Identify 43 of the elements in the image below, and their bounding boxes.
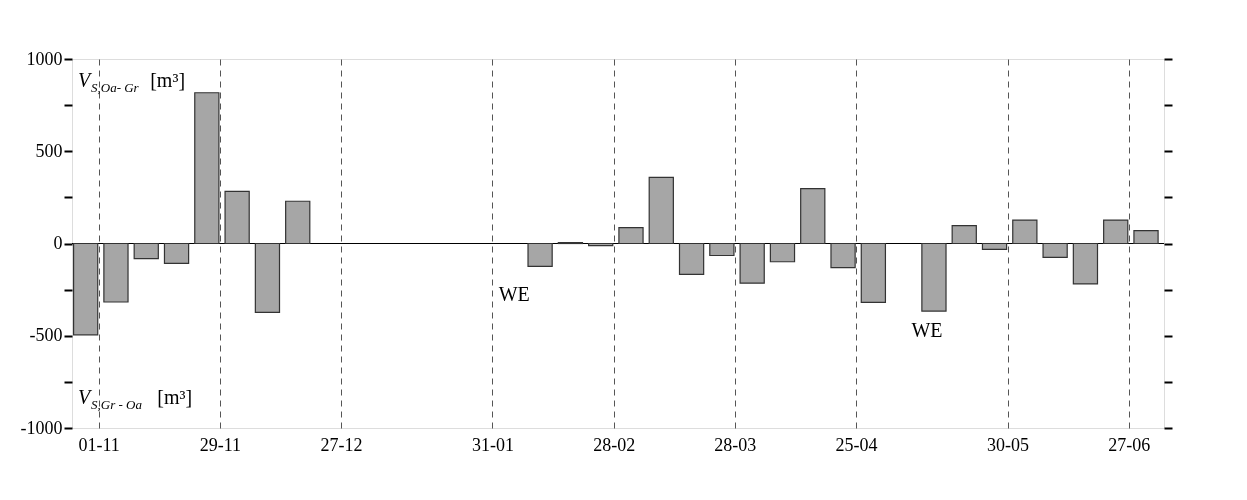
x-tick-label: 25-04: [835, 434, 878, 455]
y-tick-label: 500: [35, 140, 63, 161]
x-tick-label: 30-05: [987, 434, 1030, 455]
x-tick-label: 28-03: [714, 434, 757, 455]
x-tick-label: 27-06: [1108, 434, 1151, 455]
bar: [800, 188, 826, 245]
bar: [860, 242, 887, 303]
x-tick-label: 29-11: [199, 434, 241, 455]
bar: [709, 242, 735, 257]
bar: [678, 242, 705, 275]
bar: [527, 242, 553, 267]
bar: [981, 242, 1008, 250]
bar: [1133, 229, 1159, 245]
x-tick-label: 31-01: [471, 434, 514, 455]
bar: [769, 242, 796, 263]
bar: [133, 242, 159, 260]
bar: [254, 242, 281, 313]
bar: [224, 190, 250, 245]
bar: [618, 227, 644, 245]
bar: [830, 242, 856, 269]
bar: [921, 242, 947, 312]
annotation: WE: [911, 318, 943, 341]
bar: [588, 242, 614, 247]
bar: [1072, 242, 1099, 285]
y-tick-label: -1000: [20, 417, 63, 438]
bar: [739, 242, 765, 284]
x-tick-label: 01-11: [78, 434, 120, 455]
bar: [163, 242, 190, 265]
bar: [72, 242, 99, 336]
bar: [1103, 219, 1129, 245]
annotation: WE: [498, 283, 530, 306]
x-tick-label: 28-02: [593, 434, 636, 455]
x-tick-label: 27-12: [320, 434, 363, 455]
bar: [1012, 219, 1038, 245]
y-tick-label: 1000: [26, 48, 63, 69]
bar: [648, 176, 674, 245]
bar: [194, 92, 220, 245]
bar: [1042, 242, 1068, 258]
y-tick-label: -500: [29, 325, 63, 346]
bar: [103, 242, 129, 303]
y-tick-label: 0: [53, 233, 63, 253]
bar: [951, 225, 977, 245]
bar: [285, 200, 311, 245]
